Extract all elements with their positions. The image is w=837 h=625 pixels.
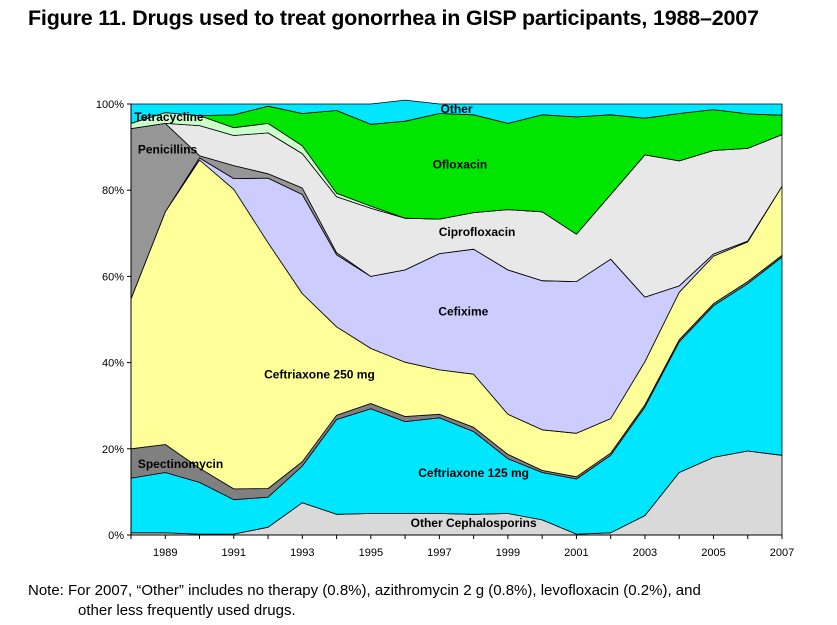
y-tick-label: 20% [102, 444, 124, 456]
x-tick-label: 2001 [564, 547, 588, 559]
x-tick-label: 1989 [153, 547, 177, 559]
x-tick-label: 2003 [633, 547, 657, 559]
x-tick-label: 1995 [359, 547, 383, 559]
x-tick-label: 2005 [701, 547, 725, 559]
series-label-other-cephalosporins: Other Cephalosporins [411, 516, 537, 530]
y-tick-label: 40% [102, 358, 124, 370]
series-label-ceftriaxone-125-mg: Ceftriaxone 125 mg [418, 466, 529, 480]
x-tick-label: 2007 [770, 547, 794, 559]
series-label-ofloxacin: Ofloxacin [433, 158, 488, 172]
figure-title: Figure 11. Drugs used to treat gonorrhea… [28, 6, 759, 30]
y-tick-label: 100% [96, 99, 124, 111]
x-tick-label: 1999 [496, 547, 520, 559]
series-label-ciprofloxacin: Ciprofloxacin [439, 225, 516, 239]
series-label-ceftriaxone-250-mg: Ceftriaxone 250 mg [264, 367, 375, 381]
stacked-area-chart: 0% 20% 40% 60% 80% 100% 1989 1991 1993 1995 1997 19… [96, 99, 794, 559]
x-tick-label: 1991 [222, 547, 246, 559]
x-tick-label: 1997 [427, 547, 451, 559]
area-other [130, 99, 783, 125]
figure-note: Note: For 2007, “Other” includes no ther… [28, 581, 833, 621]
y-tick-label: 80% [102, 185, 124, 197]
series-label-spectinomycin: Spectinomycin [138, 457, 223, 471]
y-tick-label: 0% [108, 530, 124, 542]
series-label-cefixime: Cefixime [438, 305, 488, 319]
note-line-2: other less frequently used drugs. [78, 602, 296, 619]
series-label-penicillins: Penicillins [138, 142, 198, 156]
note-line-1: Note: For 2007, “Other” includes no ther… [28, 582, 701, 599]
x-tick-label: 1993 [290, 547, 314, 559]
series-label-other: Other [440, 102, 472, 116]
chart-areas [130, 99, 783, 536]
chart-series-labels: Other Cephalosporins Ceftriaxone 125 mg Sp… [134, 102, 537, 530]
series-label-tetracycline: Tetracycline [134, 110, 203, 124]
y-tick-label: 60% [102, 271, 124, 283]
chart-axes: 0% 20% 40% 60% 80% 100% 1989 1991 1993 1995 1997 19… [96, 99, 794, 559]
